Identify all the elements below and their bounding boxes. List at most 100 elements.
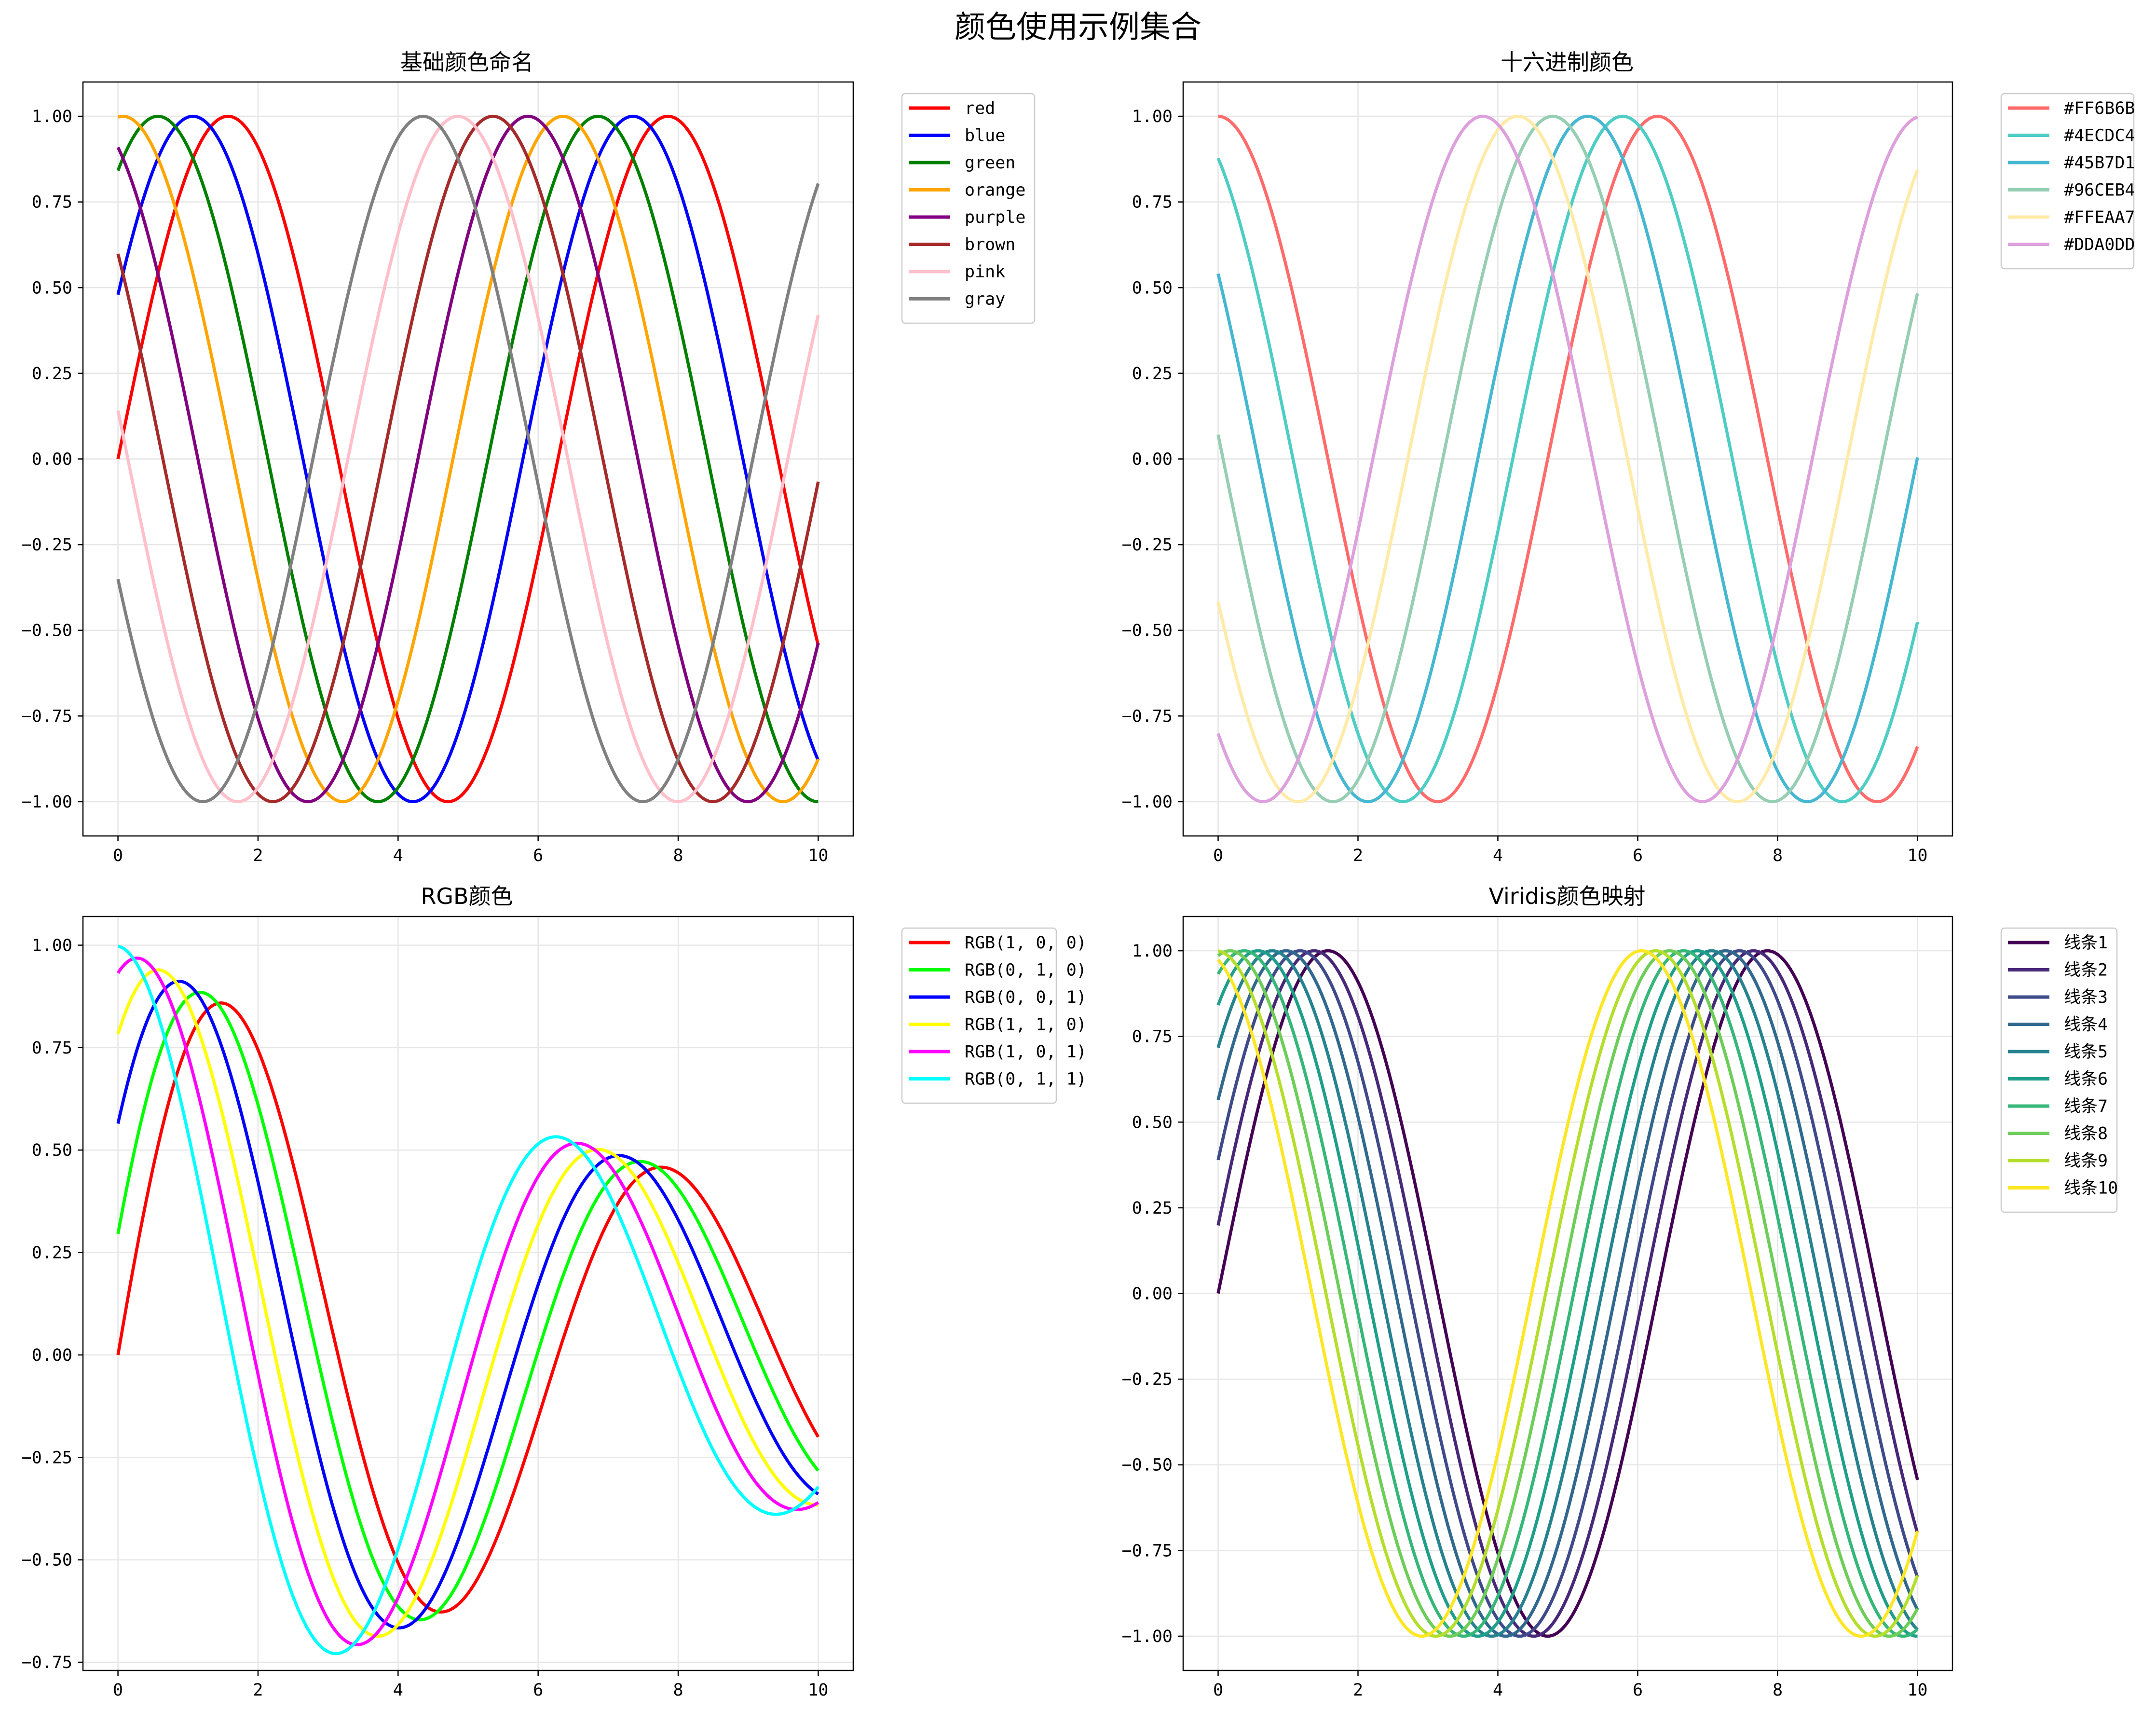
legend-label: purple — [965, 208, 1025, 227]
plot-area — [83, 917, 853, 1670]
x-tick-label: 6 — [533, 1681, 543, 1700]
series-line — [116, 1001, 820, 1614]
series-line — [116, 979, 819, 1630]
y-tick-label: −0.25 — [22, 1448, 72, 1467]
y-tick-label: 0.75 — [1132, 193, 1173, 212]
series-line — [1216, 949, 1919, 1638]
series-line — [1218, 114, 1919, 804]
x-tick-label: 0 — [113, 1681, 123, 1700]
legend-label: red — [965, 99, 995, 118]
legend-label: 线条4 — [2064, 1015, 2108, 1035]
legend-label: RGB(1, 0, 0) — [965, 933, 1087, 953]
series-line — [116, 114, 820, 804]
axes-frame — [82, 916, 854, 1671]
legend-label: 线条8 — [2064, 1124, 2108, 1144]
series-line — [1217, 949, 1919, 1638]
legend-label: RGB(1, 0, 1) — [965, 1042, 1087, 1062]
y-tick-label: 0.50 — [32, 1141, 72, 1160]
series-line — [1216, 949, 1919, 1638]
x-tick-label: 6 — [533, 846, 543, 865]
x-tick-label: 10 — [1907, 846, 1927, 865]
series-line — [1216, 114, 1919, 804]
series-line — [117, 114, 820, 804]
legend-label: RGB(1, 1, 0) — [965, 1015, 1087, 1035]
subplot-title: 十六进制颜色 — [1501, 49, 1634, 75]
y-tick-label: 1.00 — [1132, 107, 1173, 126]
x-tick-label: 0 — [1213, 846, 1223, 865]
y-tick-label: 0.50 — [1132, 1113, 1173, 1132]
x-tick-label: 4 — [1493, 1681, 1503, 1700]
figure-title: 颜色使用示例集合 — [955, 10, 1201, 45]
series-line — [1216, 114, 1919, 804]
legend-label: blue — [965, 126, 1005, 146]
legend-box — [2000, 927, 2118, 1213]
legend-box — [901, 927, 1057, 1104]
y-tick-label: −0.50 — [1122, 621, 1173, 641]
y-tick-label: −0.75 — [1122, 707, 1173, 726]
x-tick-label: 4 — [1493, 846, 1503, 865]
legend-label: #96CEB4 — [2064, 181, 2135, 200]
y-tick-label: 0.00 — [1132, 450, 1173, 469]
series-line — [1216, 114, 1919, 804]
legend-label: RGB(0, 0, 1) — [965, 988, 1087, 1007]
y-tick-label: −0.25 — [1122, 535, 1173, 555]
legend-label: #4ECDC4 — [2064, 126, 2135, 146]
subplot-hex-colors: 十六进制颜色 0 2 4 6 8 10 1.00 0.75 0.50 0.25 0.00 −0.25 −… — [1122, 49, 2135, 865]
legend-label: 线条3 — [2064, 988, 2108, 1007]
subplot-title: Viridis颜色映射 — [1489, 883, 1646, 909]
legend-label: RGB(0, 1, 1) — [965, 1070, 1087, 1089]
series-line — [117, 944, 819, 1655]
legend-label: 线条2 — [2064, 961, 2108, 980]
legend-box — [2000, 93, 2135, 270]
x-tick-label: 10 — [1907, 1681, 1927, 1700]
legend-label: green — [965, 153, 1015, 173]
series-line — [116, 114, 820, 804]
y-tick-label: 0.25 — [32, 364, 72, 383]
series-line — [1216, 949, 1919, 1638]
y-tick-label: −0.50 — [22, 621, 72, 641]
y-tick-label: −0.75 — [22, 707, 72, 726]
legend-label: 线条10 — [2064, 1179, 2118, 1198]
legend-label: orange — [965, 181, 1025, 200]
subplot-named-colors: 基础颜色命名 0 2 4 6 8 10 1.00 0.75 0.50 0.25 0.00 −0.25 −… — [22, 49, 1036, 865]
legend-label: #45B7D1 — [2064, 153, 2135, 173]
y-tick-label: −0.75 — [1122, 1541, 1173, 1560]
series-line — [1216, 949, 1919, 1638]
y-tick-label: −0.25 — [22, 535, 72, 555]
x-tick-label: 8 — [673, 846, 683, 865]
series-line — [116, 957, 819, 1647]
series-line — [1216, 949, 1919, 1638]
y-tick-label: −1.00 — [22, 793, 72, 812]
y-tick-label: 0.25 — [1132, 364, 1173, 383]
series-line — [116, 968, 819, 1638]
y-tick-label: 0.50 — [32, 278, 72, 298]
x-tick-label: 4 — [393, 1681, 403, 1700]
series-line — [1217, 949, 1919, 1638]
y-tick-label: 0.25 — [1132, 1199, 1173, 1218]
legend-label: gray — [965, 290, 1005, 309]
legend-label: RGB(0, 1, 0) — [965, 961, 1087, 980]
x-tick-label: 10 — [808, 846, 828, 865]
subplot-title: 基础颜色命名 — [400, 49, 533, 75]
x-tick-label: 6 — [1633, 1681, 1643, 1700]
x-tick-label: 2 — [253, 846, 263, 865]
legend-label: #FFEAA7 — [2064, 208, 2135, 227]
series-line — [116, 114, 820, 804]
subplot-rgb-colors: RGB颜色 0 2 4 6 8 10 1.00 0.75 0.50 0.25 0.00 −0.25 −0… — [22, 883, 1087, 1700]
legend-label: 线条9 — [2064, 1151, 2108, 1171]
y-tick-label: −0.25 — [1122, 1370, 1173, 1389]
y-tick-label: 0.75 — [1132, 1027, 1173, 1047]
series-line — [116, 990, 819, 1622]
x-tick-label: 0 — [1213, 1681, 1223, 1700]
x-tick-label: 4 — [393, 846, 403, 865]
y-tick-label: 0.00 — [32, 450, 72, 469]
series-line — [116, 114, 820, 804]
y-tick-label: −0.50 — [1122, 1456, 1173, 1475]
x-tick-label: 8 — [673, 1681, 683, 1700]
y-tick-label: −0.75 — [22, 1653, 72, 1672]
y-tick-label: 0.25 — [32, 1244, 72, 1263]
subplot-title: RGB颜色 — [421, 883, 513, 909]
x-tick-label: 6 — [1633, 846, 1643, 865]
y-tick-label: −0.50 — [22, 1551, 72, 1570]
